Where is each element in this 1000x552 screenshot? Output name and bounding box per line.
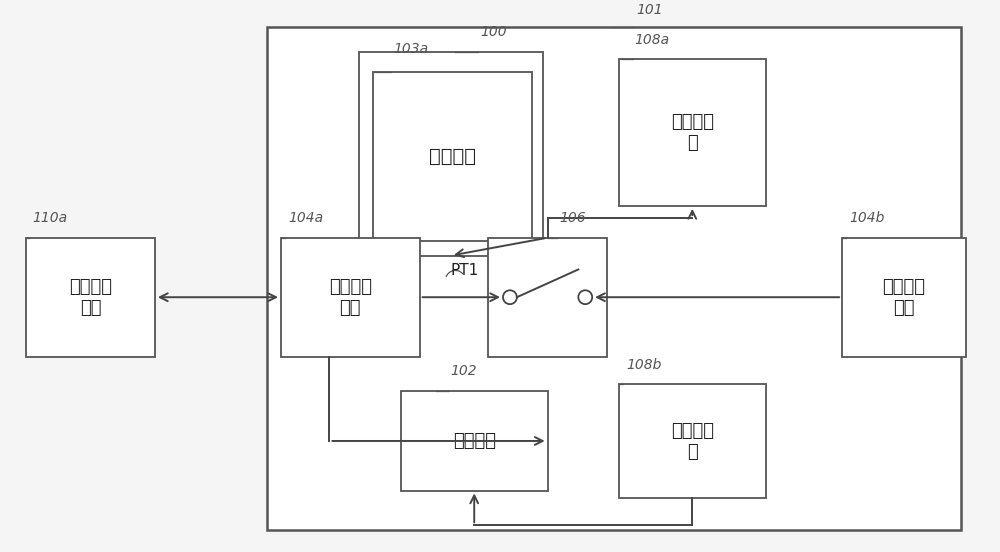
- Text: PT1: PT1: [450, 263, 479, 278]
- Text: 第一通信
接口: 第一通信 接口: [329, 278, 372, 317]
- Bar: [267, 26, 961, 530]
- Text: 100: 100: [480, 25, 507, 39]
- Bar: [488, 238, 607, 357]
- Text: 103a: 103a: [393, 43, 428, 56]
- Bar: [281, 238, 420, 357]
- Bar: [359, 52, 543, 256]
- Bar: [401, 391, 548, 491]
- Text: 101: 101: [637, 3, 663, 17]
- Bar: [26, 238, 155, 357]
- Text: 104a: 104a: [288, 211, 323, 225]
- Text: 第一控制
器: 第一控制 器: [671, 113, 714, 152]
- Text: 106: 106: [559, 211, 586, 225]
- Text: 第一控制
器: 第一控制 器: [671, 422, 714, 461]
- Text: 104b: 104b: [849, 211, 884, 225]
- Text: 108b: 108b: [626, 358, 661, 371]
- Bar: [619, 59, 766, 206]
- Text: 102: 102: [450, 364, 477, 378]
- Bar: [373, 72, 532, 241]
- Text: 电源模块: 电源模块: [453, 432, 496, 450]
- Text: 第一周边
装置: 第一周边 装置: [69, 278, 112, 317]
- Bar: [619, 384, 766, 498]
- Text: 108a: 108a: [635, 33, 670, 47]
- Bar: [842, 238, 966, 357]
- Text: 110a: 110a: [32, 211, 67, 225]
- Text: 第一数据: 第一数据: [429, 147, 476, 166]
- Text: 第二通信
接口: 第二通信 接口: [882, 278, 925, 317]
